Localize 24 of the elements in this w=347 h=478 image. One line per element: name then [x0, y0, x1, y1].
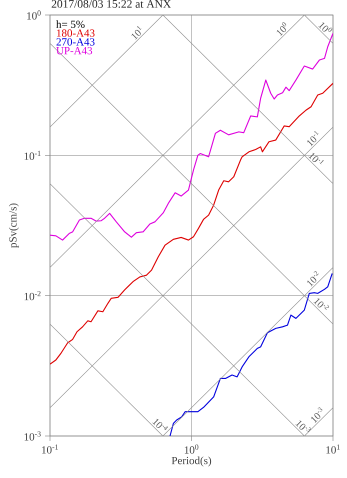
text: 180-A43: [56, 29, 95, 37]
x-tick-label: 10$^{-1}$: [42, 444, 58, 454]
annotation: 10$^{-2}$: [314, 298, 330, 310]
y-tick-label: 10$^{-2}$: [24, 291, 41, 300]
text: 270-A43: [56, 38, 95, 46]
annotation: 10$^{0}$: [276, 22, 286, 36]
annotation: 10$^{-2}$: [307, 271, 319, 287]
legend-title: h= 5%: [56, 20, 85, 28]
y-tick-label: 10$^{0}$: [27, 10, 41, 20]
annotation: 10$^{-3}$: [295, 420, 312, 432]
annotation: 10$^{-1}$: [307, 130, 319, 146]
annotation: 10$^{0}$: [318, 22, 332, 32]
x-tick-label: 10$^{0}$: [184, 444, 198, 454]
x-axis-title: Period(s): [172, 456, 212, 466]
annotation: 10$^{1}$: [132, 26, 142, 40]
y-tick-label: 10$^{-1}$: [24, 150, 41, 160]
x-tick-label: 10$^{1}$: [326, 444, 340, 454]
annotation: 10$^{-4}$: [152, 418, 168, 430]
text: UP-A43: [56, 46, 92, 54]
y-tick-label: 10$^{-3}$: [24, 431, 41, 441]
y-axis-title: pSv(cm/s): [8, 203, 19, 248]
annotation: 10$^{-1}$: [308, 152, 324, 164]
chart-title: 2017/08/03 15:22 at ANX: [52, 0, 171, 8]
annotation: 10$^{-3}$: [311, 407, 322, 423]
